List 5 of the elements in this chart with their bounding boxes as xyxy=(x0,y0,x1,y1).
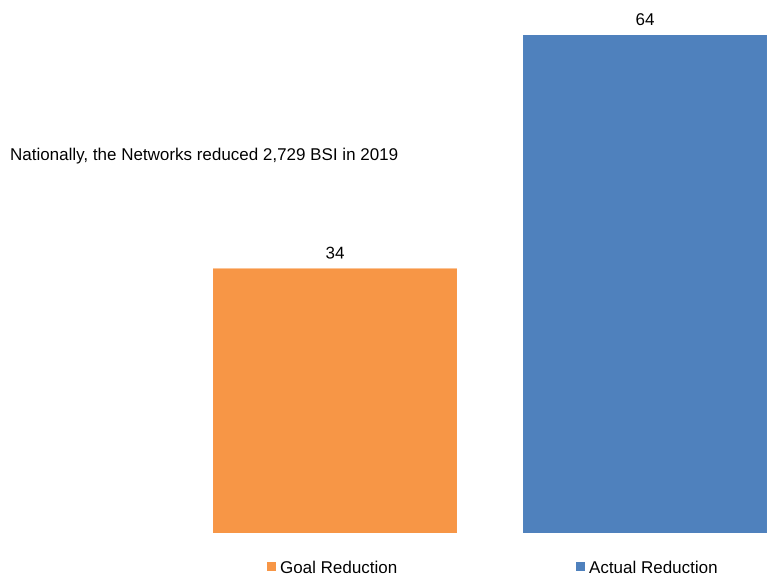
data-label: 64 xyxy=(636,10,654,29)
legend-label: Actual Reduction xyxy=(589,558,718,578)
legend-label: Goal Reduction xyxy=(280,558,398,578)
data-label: 34 xyxy=(326,243,344,262)
annotation: Nationally, the Networks reduced 2,729 BSI in 2019 xyxy=(10,145,398,164)
